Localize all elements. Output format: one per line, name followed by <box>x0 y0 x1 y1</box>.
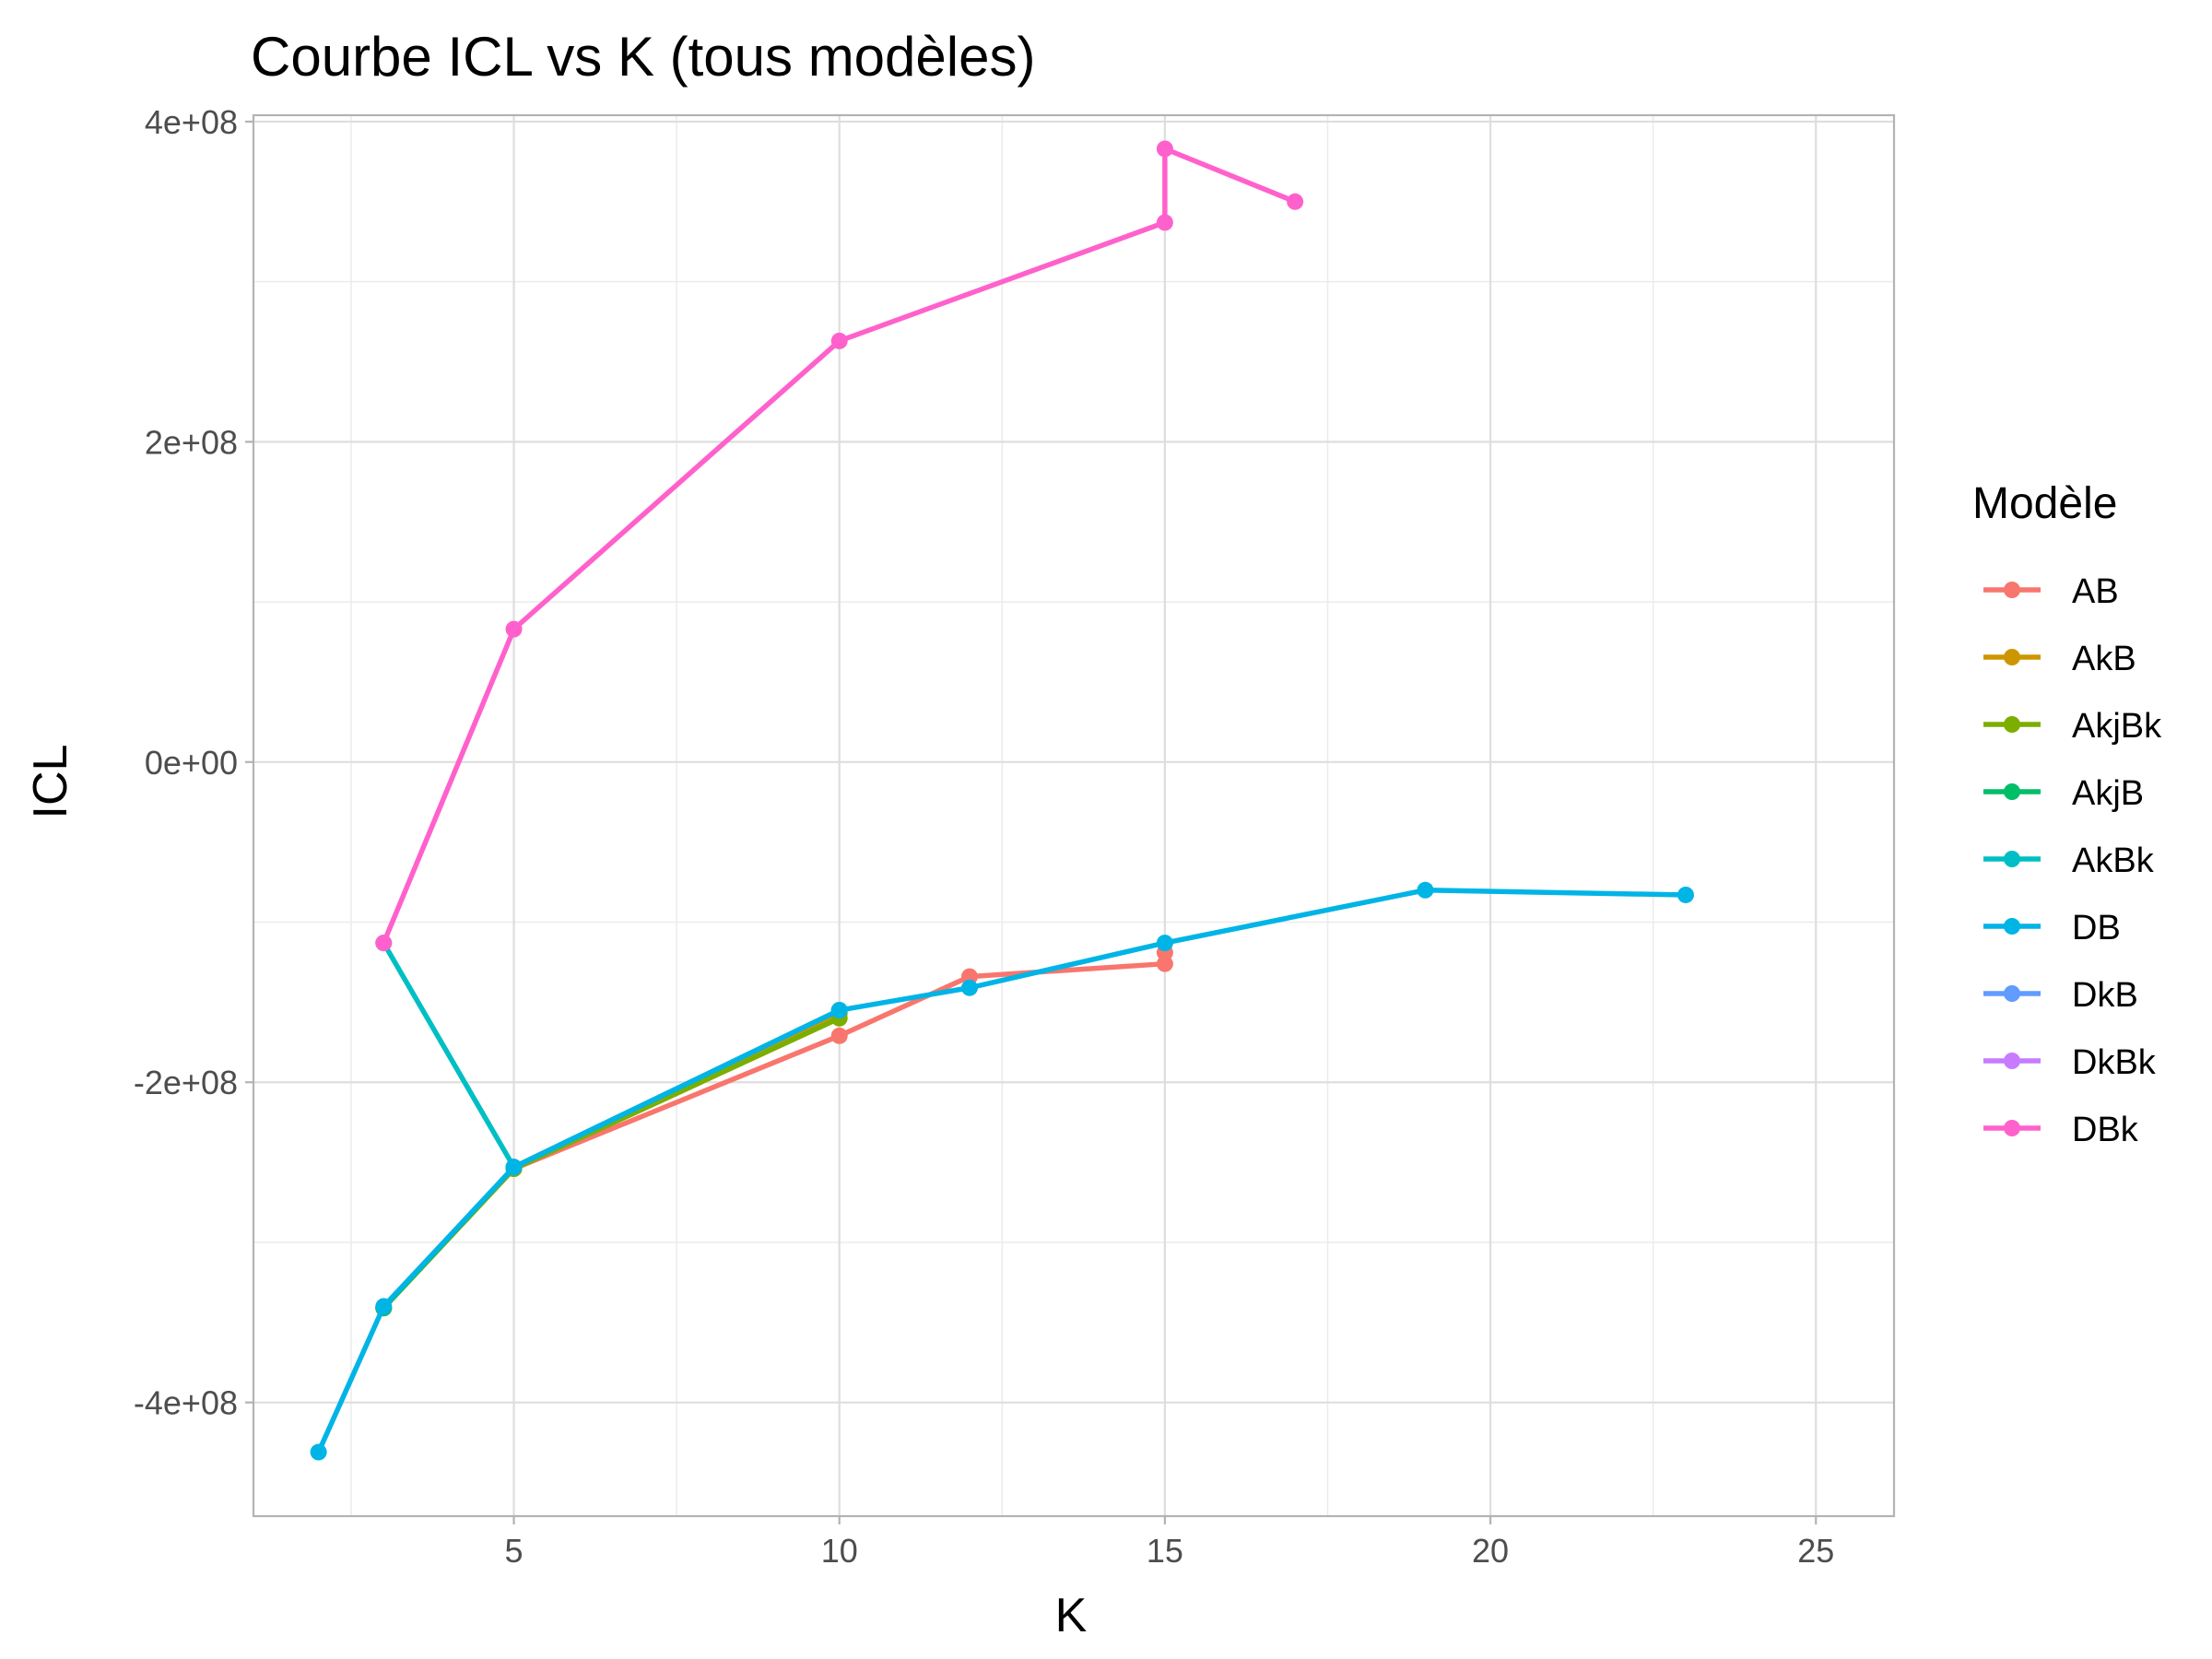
data-point-db <box>830 1002 848 1019</box>
legend-item-akjb: AkjB <box>1983 774 2144 813</box>
chart-title: Courbe ICL vs K (tous modèles) <box>251 26 1035 88</box>
data-point-db <box>1156 935 1173 952</box>
legend-label: AkjB <box>2072 774 2144 813</box>
legend: Modèle AB AkB AkjBk AkjB AkBk DB DkB DkBk DBk <box>1972 479 2162 1149</box>
y-tick-label: 0e+00 <box>145 744 238 782</box>
series-db <box>310 881 1694 1461</box>
legend-key-point <box>2004 1120 2020 1136</box>
data-point-dbk <box>505 620 523 638</box>
legend-key-point <box>2004 1053 2020 1069</box>
legend-item-db: DB <box>1983 909 2121 947</box>
axes: 5 10 15 20 25 -4e+08 -2e+08 0e+00 2e+08 4e+08 <box>134 103 1896 1570</box>
legend-item-dkb: DkB <box>1983 976 2138 1015</box>
series-line-db <box>315 888 1688 1455</box>
legend-key-point <box>2004 716 2020 733</box>
plot-panel <box>253 115 1894 1516</box>
data-point-db <box>375 1298 393 1315</box>
legend-label: DB <box>2072 909 2121 947</box>
legend-item-akbk: AkBk <box>1983 841 2155 880</box>
data-point-db <box>505 1159 523 1176</box>
series-dbk <box>375 140 1304 952</box>
x-tick-label: 20 <box>1472 1532 1509 1570</box>
data-point-db <box>960 979 978 996</box>
y-tick-label: 2e+08 <box>145 423 238 461</box>
legend-label: AB <box>2072 572 2119 611</box>
plot-border <box>252 113 1896 1518</box>
legend-key-point <box>2004 985 2020 1002</box>
data-point-db <box>310 1443 327 1461</box>
y-axis-title: ICL <box>24 745 77 819</box>
y-tick-label: 4e+08 <box>145 103 238 141</box>
data-point-dbk <box>1156 140 1173 158</box>
legend-key-point <box>2004 918 2020 935</box>
series-lines <box>310 140 1694 1461</box>
legend-label: AkjBk <box>2072 707 2162 746</box>
data-point-dbk <box>830 332 848 349</box>
legend-key-point <box>2004 649 2020 665</box>
y-tick-label: -2e+08 <box>134 1064 238 1101</box>
x-tick-label: 25 <box>1797 1532 1834 1570</box>
legend-item-akjbk: AkjBk <box>1983 707 2162 746</box>
x-axis-title: K <box>1055 1589 1088 1642</box>
legend-item-ab: AB <box>1983 572 2119 611</box>
y-tick-label: -4e+08 <box>134 1384 238 1422</box>
legend-label: AkB <box>2072 640 2136 678</box>
x-tick-label: 15 <box>1147 1532 1183 1570</box>
legend-key-point <box>2004 783 2020 800</box>
plot-background <box>253 115 1894 1516</box>
series-line-dbk <box>381 146 1298 946</box>
legend-label: DBk <box>2072 1111 2139 1149</box>
legend-label: DkB <box>2072 976 2138 1015</box>
legend-label: AkBk <box>2072 841 2155 880</box>
x-tick-label: 10 <box>821 1532 858 1570</box>
legend-title: Modèle <box>1972 479 2117 528</box>
data-point-db <box>1677 886 1694 903</box>
data-point-dbk <box>1287 193 1304 210</box>
x-tick-label: 5 <box>505 1532 524 1570</box>
data-point-dbk <box>1156 214 1173 231</box>
legend-key-point <box>2004 582 2020 598</box>
legend-key-point <box>2004 851 2020 867</box>
legend-item-dkbk: DkBk <box>1983 1043 2157 1082</box>
legend-label: DkBk <box>2072 1043 2157 1082</box>
data-point-db <box>1417 881 1434 899</box>
legend-item-akb: AkB <box>1983 640 2136 678</box>
data-point-dbk <box>375 935 393 952</box>
legend-item-dbk: DBk <box>1983 1111 2139 1149</box>
data-point-ab <box>830 1027 848 1044</box>
